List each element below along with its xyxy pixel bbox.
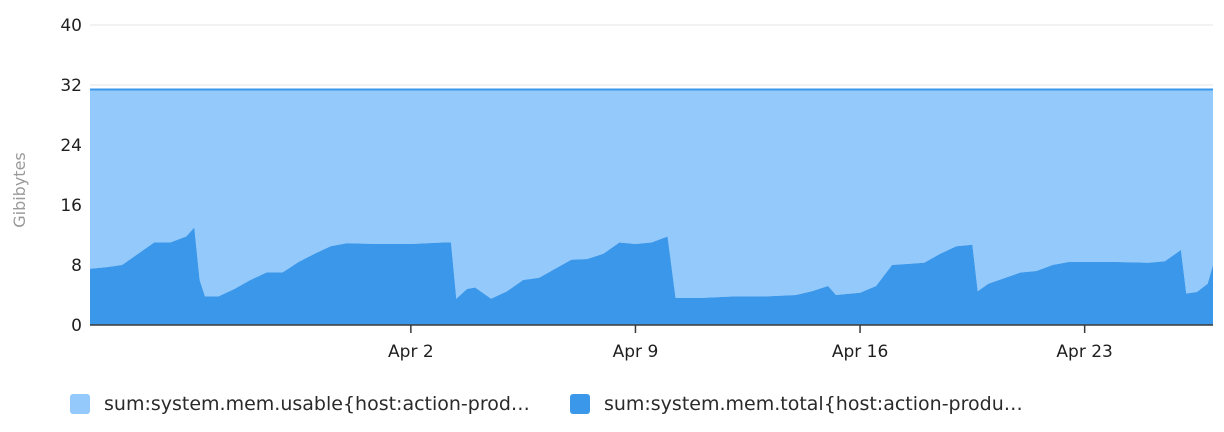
legend-item-total[interactable]: sum:system.mem.total{host:action-produ… [569,393,1023,415]
y-axis: 0 8 16 24 32 40 [60,16,82,336]
x-tick-label: Apr 2 [388,342,434,362]
memory-area-chart: 0 8 16 24 32 40 Apr 2 Apr 9 Apr 16 Apr 23 Gibiby… [10,16,1213,362]
series-areas [90,88,1213,325]
legend-swatch-total [569,394,590,414]
area-total [90,227,1213,325]
legend-label-usable: sum:system.mem.usable{host:action-prod… [104,393,530,415]
x-tick-label: Apr 9 [613,342,659,362]
y-tick-label: 40 [60,16,82,36]
x-tick-label: Apr 23 [1056,342,1112,362]
legend: sum:system.mem.usable{host:action-prod… … [70,393,1023,415]
y-tick-label: 24 [60,136,82,156]
y-tick-label: 32 [60,76,82,96]
x-tick-label: Apr 16 [832,342,888,362]
x-axis: Apr 2 Apr 9 Apr 16 Apr 23 [90,324,1213,362]
legend-swatch-usable [70,394,90,414]
y-tick-label: 8 [71,256,82,276]
y-tick-label: 0 [71,316,82,336]
y-axis-title: Gibibytes [10,152,29,228]
legend-item-usable[interactable]: sum:system.mem.usable{host:action-prod… [70,393,530,415]
y-tick-label: 16 [60,196,82,216]
legend-label-total: sum:system.mem.total{host:action-produ… [603,393,1023,415]
area-usable [90,89,1213,299]
